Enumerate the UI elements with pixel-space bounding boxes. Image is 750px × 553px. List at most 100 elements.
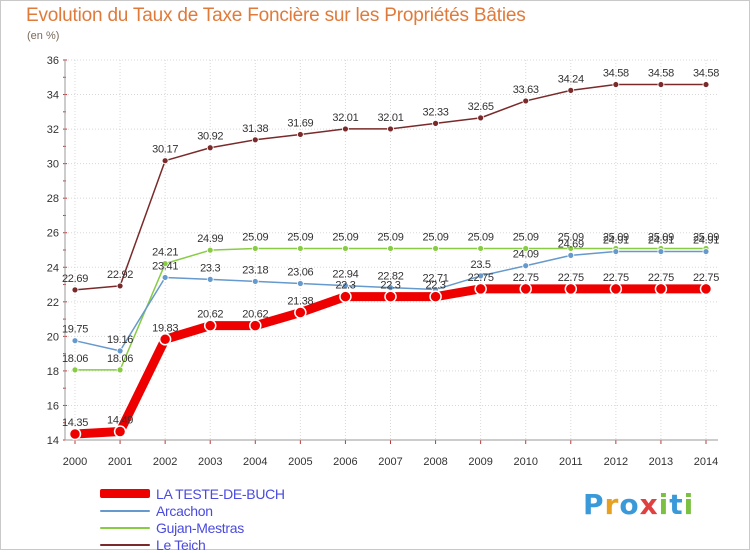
- x-tick-label: 2003: [198, 456, 222, 468]
- data-point: [702, 81, 710, 88]
- data-point: [699, 282, 713, 296]
- data-point: [612, 248, 620, 255]
- logo-letter: i: [658, 488, 670, 521]
- y-tick-label: 26: [47, 228, 59, 240]
- data-label: 24.91: [603, 235, 629, 247]
- data-label: 31.69: [287, 117, 313, 129]
- data-point: [71, 286, 79, 294]
- legend-item: Le Teich: [100, 536, 285, 553]
- y-tick-label: 14: [47, 435, 59, 447]
- y-tick-label: 36: [47, 55, 59, 67]
- y-tick-label: 18: [47, 366, 59, 378]
- x-tick-label: 2002: [153, 456, 177, 468]
- data-point: [296, 245, 304, 252]
- logo-letter: o: [619, 488, 640, 521]
- y-tick-label: 34: [47, 90, 59, 102]
- data-point: [296, 280, 304, 287]
- data-label: 25.09: [242, 231, 268, 243]
- data-label: 22.75: [558, 272, 584, 284]
- data-label: 24.21: [152, 247, 178, 259]
- data-point: [567, 251, 575, 259]
- x-tick-label: 2007: [378, 456, 402, 468]
- data-point: [477, 245, 485, 252]
- data-label: 25.09: [287, 231, 313, 243]
- x-tick-label: 2011: [559, 456, 583, 468]
- data-label: 22.75: [648, 272, 674, 284]
- logo-letter: r: [604, 488, 620, 521]
- x-tick-label: 2001: [108, 456, 132, 468]
- y-tick-label: 28: [47, 193, 59, 205]
- data-label: 32.65: [468, 101, 494, 113]
- data-point: [567, 245, 575, 252]
- y-tick-label: 32: [47, 124, 59, 136]
- data-point: [519, 282, 532, 296]
- data-point: [161, 260, 169, 268]
- data-label: 23.5: [471, 259, 491, 271]
- data-point: [206, 144, 214, 152]
- data-label: 22.75: [693, 272, 719, 284]
- data-point: [342, 245, 349, 252]
- y-tick-label: 20: [47, 331, 59, 343]
- data-point: [429, 290, 442, 303]
- logo-letter: x: [639, 488, 659, 521]
- legend-swatch: [100, 489, 150, 498]
- data-label: 14.35: [62, 417, 88, 429]
- x-tick-label: 2000: [63, 456, 87, 468]
- chart-title: Evolution du Taux de Taxe Foncière sur l…: [26, 5, 526, 26]
- legend-label: Le Teich: [156, 536, 206, 553]
- data-label: 34.58: [693, 68, 719, 80]
- legend-label: Arcachon: [156, 502, 213, 519]
- y-tick-label: 30: [47, 159, 59, 171]
- data-label: 24.91: [693, 235, 719, 247]
- data-point: [564, 282, 578, 296]
- data-label: 34.58: [603, 68, 629, 80]
- data-label: 24.09: [513, 249, 539, 261]
- data-label: 22.75: [468, 272, 494, 284]
- data-label: 24.91: [648, 235, 674, 247]
- data-label: 22.71: [423, 273, 449, 285]
- data-point: [158, 333, 172, 346]
- data-label: 32.01: [332, 112, 358, 124]
- x-tick-label: 2013: [649, 456, 673, 468]
- unit-label: (en %): [27, 30, 60, 42]
- data-point: [522, 97, 530, 105]
- data-point: [474, 282, 487, 296]
- data-label: 23.18: [242, 264, 268, 276]
- legend-swatch: [100, 543, 150, 546]
- data-point: [342, 282, 349, 289]
- data-point: [71, 337, 79, 345]
- data-label: 25.09: [332, 231, 358, 243]
- data-label: 33.63: [513, 84, 539, 96]
- data-point: [71, 366, 79, 374]
- data-point: [339, 290, 352, 303]
- data-label: 24.99: [197, 233, 223, 245]
- data-label: 18.06: [107, 353, 133, 365]
- x-tick-label: 2012: [604, 456, 628, 468]
- data-label: 25.09: [377, 231, 403, 243]
- data-label: 31.38: [242, 123, 268, 135]
- legend-item: Gujan-Mestras: [100, 519, 285, 536]
- legend-label: LA TESTE-DE-BUCH: [156, 485, 285, 502]
- data-label: 25.09: [558, 231, 584, 243]
- x-tick-label: 2005: [288, 456, 312, 468]
- legend: LA TESTE-DE-BUCH Arcachon Gujan-Mestras Le …: [100, 485, 285, 553]
- data-label: 20.62: [197, 309, 223, 321]
- data-point: [342, 125, 349, 133]
- data-label: 25.09: [513, 231, 539, 243]
- proxiti-logo: Proxiti: [583, 488, 694, 521]
- data-label: 22.94: [332, 269, 358, 281]
- legend-label: Gujan-Mestras: [156, 519, 244, 536]
- legend-swatch: [100, 526, 150, 529]
- y-tick-label: 16: [47, 400, 59, 412]
- data-label: 25.09: [648, 231, 674, 243]
- logo-letter: t: [669, 488, 684, 521]
- data-point: [251, 278, 259, 285]
- data-point: [387, 245, 394, 252]
- data-point: [522, 262, 530, 270]
- y-tick-label: 22: [47, 297, 59, 309]
- data-label: 32.33: [423, 106, 449, 118]
- data-label: 32.01: [377, 112, 403, 124]
- data-label: 30.92: [197, 131, 223, 143]
- data-point: [387, 125, 394, 133]
